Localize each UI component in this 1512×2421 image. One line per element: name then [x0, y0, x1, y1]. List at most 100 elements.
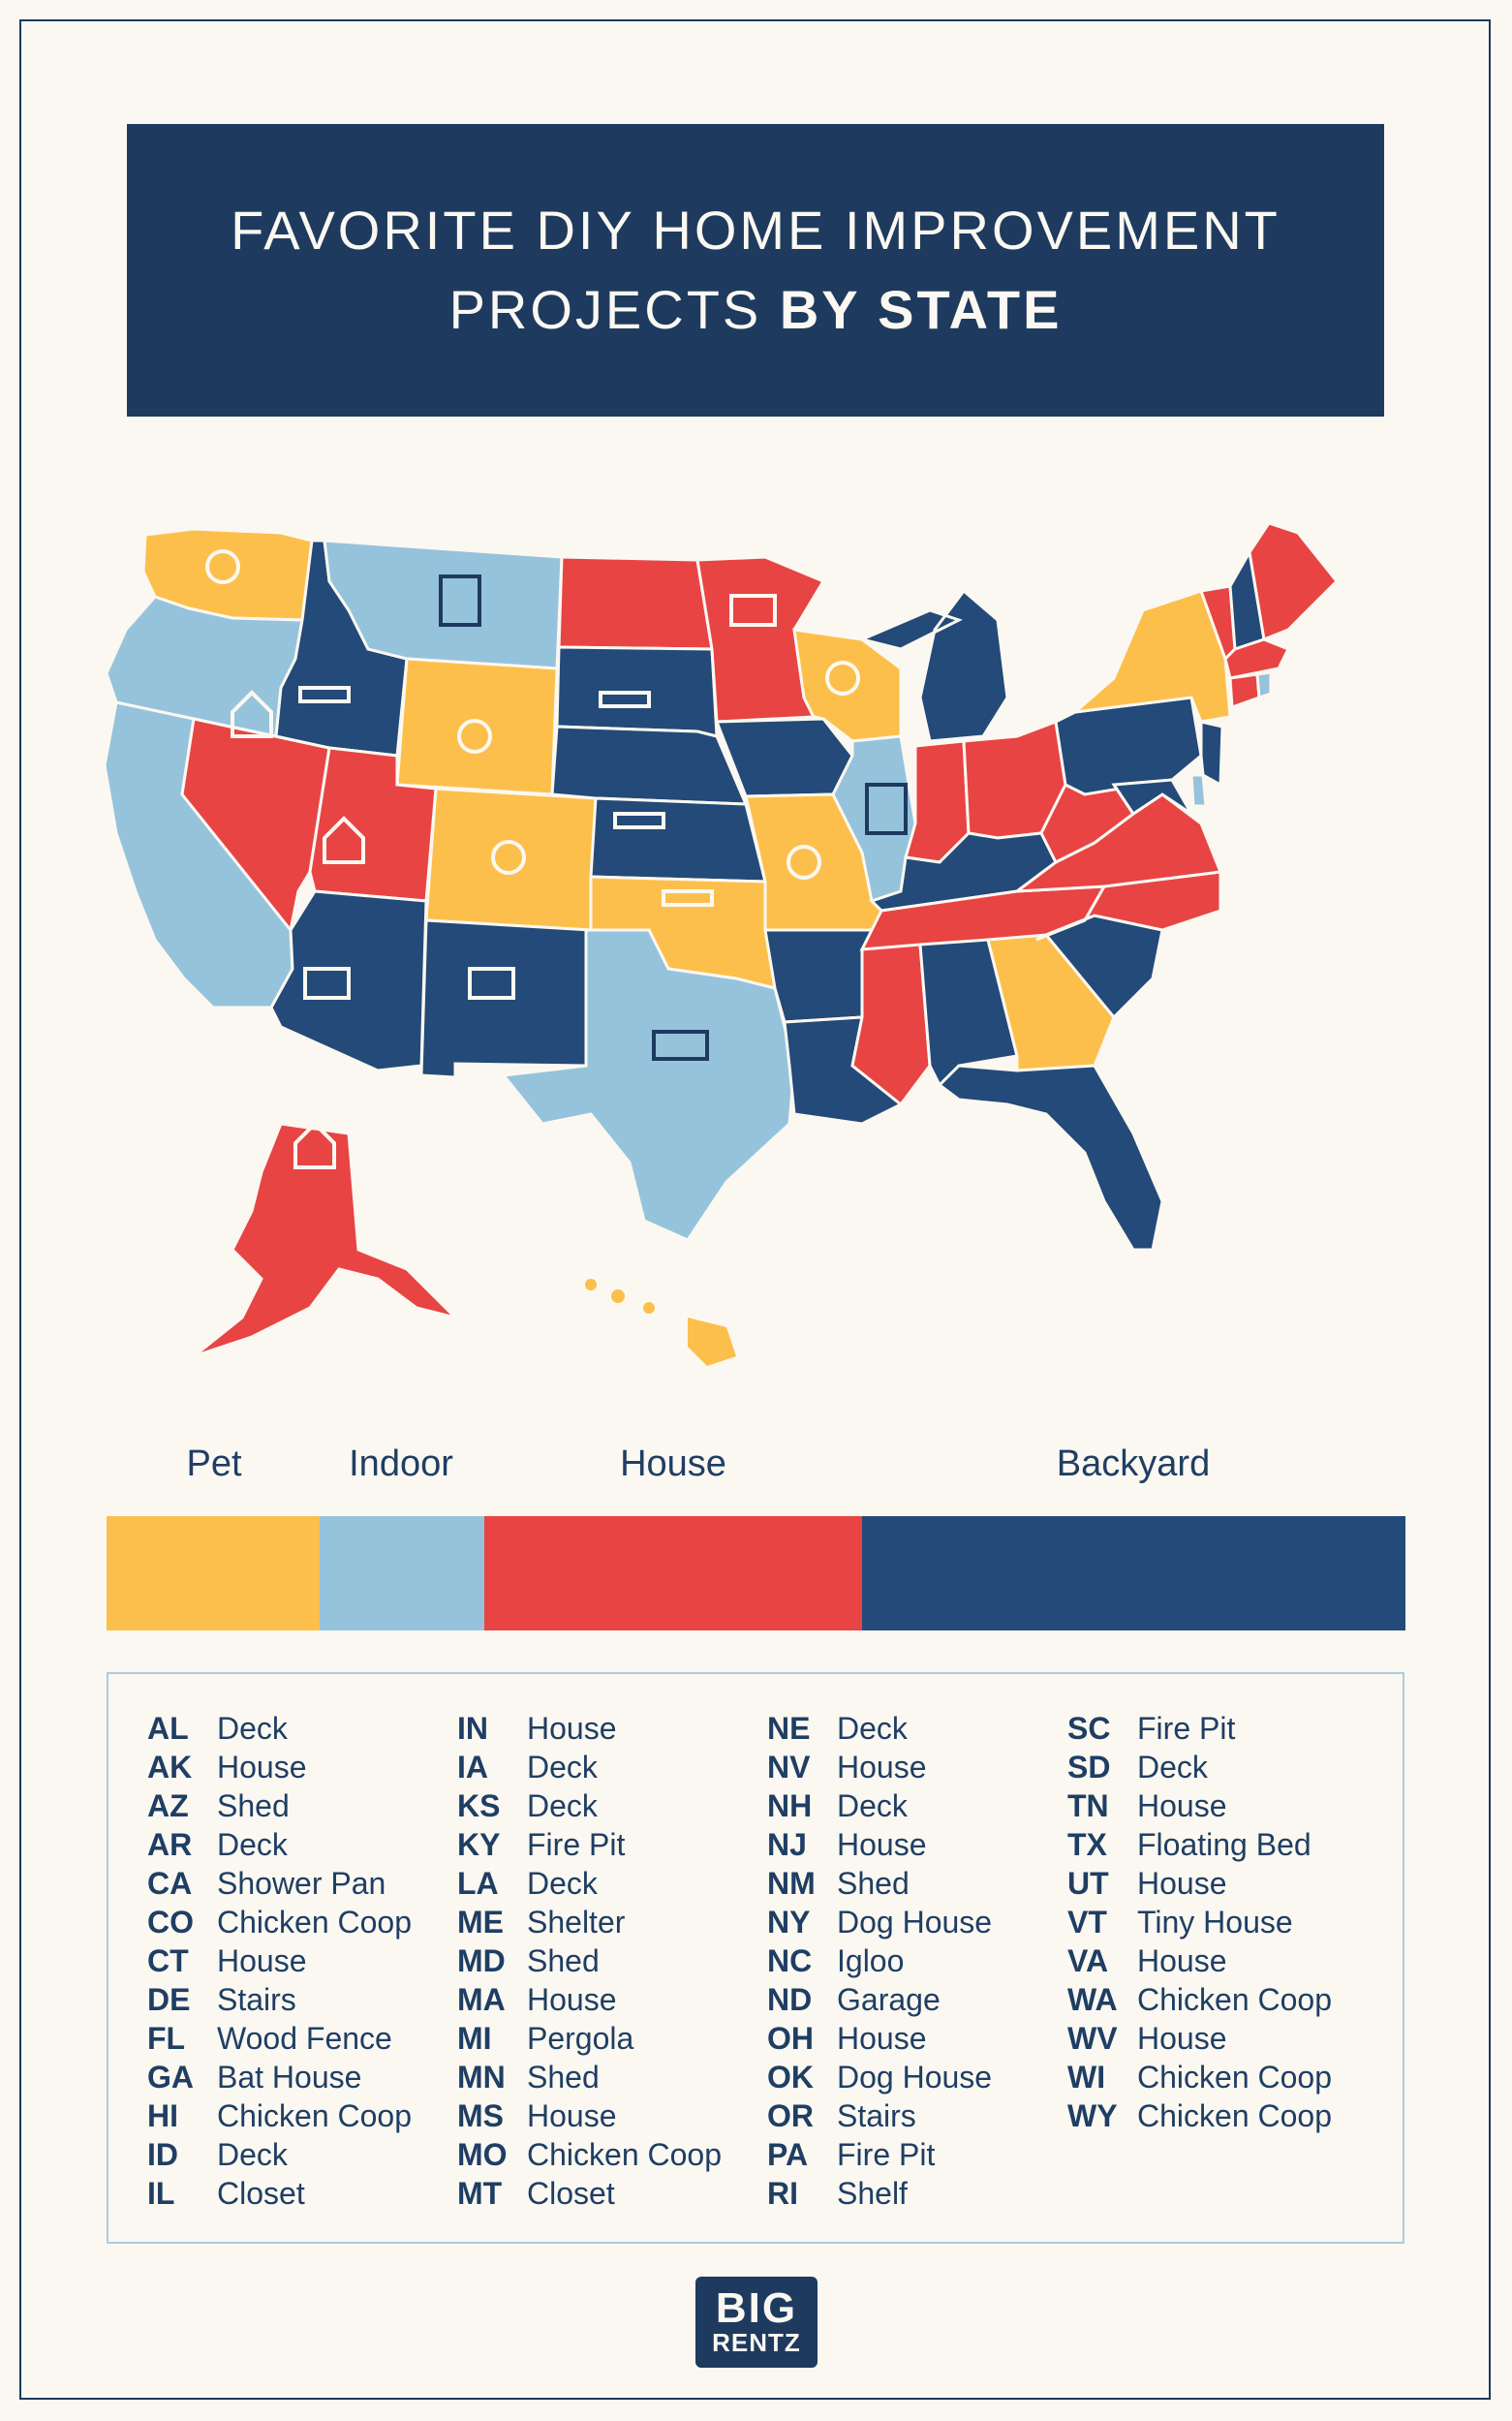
state-abbr: IN	[457, 1710, 488, 1746]
state-row: NY Dog House	[767, 1903, 992, 1941]
state-abbr: CA	[147, 1865, 193, 1901]
state-ri	[1255, 670, 1273, 700]
state-project: Dog House	[837, 1904, 993, 1940]
state-abbr: WI	[1067, 2059, 1106, 2095]
state-row: AZ Shed	[147, 1786, 412, 1825]
state-abbr: NC	[767, 1942, 813, 1978]
state-project: Deck	[1137, 1749, 1208, 1785]
state-project: House	[1137, 1787, 1227, 1823]
legend-labels: Pet Indoor House Backyard	[0, 1443, 1512, 1492]
state-abbr: TX	[1067, 1826, 1107, 1862]
state-project: Shelter	[527, 1904, 626, 1940]
state-row: NH Deck	[767, 1786, 992, 1825]
logo-line-1: BIG	[715, 2284, 798, 2332]
bed-icon	[652, 1030, 709, 1061]
state-abbr: VT	[1067, 1904, 1107, 1940]
state-project: House	[527, 2097, 617, 2133]
state-project: House	[837, 1826, 927, 1862]
state-row: CT House	[147, 1941, 412, 1980]
legend-label-house: House	[620, 1443, 726, 1484]
state-abbr: WA	[1067, 1981, 1118, 2017]
state-abbr: SD	[1067, 1749, 1111, 1785]
state-abbr: LA	[457, 1865, 499, 1901]
state-abbr: KY	[457, 1826, 501, 1862]
state-row: IL Closet	[147, 2174, 412, 2213]
state-abbr: OR	[767, 2097, 814, 2133]
state-project: Chicken Coop	[217, 2097, 412, 2133]
state-row: AL Deck	[147, 1709, 412, 1748]
state-ks	[589, 796, 767, 884]
state-row: MI Pergola	[457, 2019, 722, 2058]
deck-icon	[298, 686, 714, 907]
state-project: Fire Pit	[527, 1826, 626, 1862]
state-abbr: KS	[457, 1787, 501, 1823]
state-project: House	[527, 1710, 617, 1746]
state-abbr: MO	[457, 2136, 508, 2172]
state-project-table: AL Deck AK House AZ Shed AR Deck CA Shower Pan CO C…	[107, 1672, 1404, 2244]
state-project: Deck	[527, 1749, 598, 1785]
state-row: IA Deck	[457, 1748, 722, 1786]
state-row: WA Chicken Coop	[1067, 1980, 1332, 2019]
state-row: UT House	[1067, 1864, 1332, 1903]
state-abbr: GA	[147, 2059, 194, 2095]
bigrentz-logo: BIG RENTZ	[695, 2277, 818, 2368]
state-row: WV House	[1067, 2019, 1332, 2058]
state-row: SC Fire Pit	[1067, 1709, 1332, 1748]
state-abbr: MN	[457, 2059, 506, 2095]
state-row: ID Deck	[147, 2135, 412, 2174]
state-row: NC Igloo	[767, 1941, 992, 1980]
state-row: PA Fire Pit	[767, 2135, 992, 2174]
state-project: Chicken Coop	[1137, 2059, 1332, 2095]
state-row: MD Shed	[457, 1941, 722, 1980]
state-row: MT Closet	[457, 2174, 722, 2213]
state-row: OR Stairs	[767, 2096, 992, 2135]
state-abbr: NM	[767, 1865, 816, 1901]
title-banner: FAVORITE DIY HOME IMPROVEMENT PROJECTS B…	[127, 124, 1384, 417]
state-abbr: RI	[767, 2175, 798, 2211]
state-abbr: AL	[147, 1710, 189, 1746]
state-ar	[763, 928, 874, 1024]
state-abbr: NE	[767, 1710, 811, 1746]
state-row: AK House	[147, 1748, 412, 1786]
state-abbr: WY	[1067, 2097, 1118, 2133]
state-column-4: SC Fire Pit SD Deck TN House TX Floating Bed UT H…	[1067, 1709, 1332, 2135]
legend-segment-backyard	[862, 1516, 1405, 1630]
state-project: Deck	[217, 1710, 288, 1746]
state-abbr: ND	[767, 1981, 813, 2017]
state-project: Wood Fence	[217, 2020, 392, 2056]
state-row: NM Shed	[767, 1864, 992, 1903]
state-row: MO Chicken Coop	[457, 2135, 722, 2174]
state-ak	[193, 1122, 460, 1358]
state-column-3: NE Deck NV House NH Deck NJ House NM Shed NY Dog Ho…	[767, 1709, 992, 2213]
legend-label-pet: Pet	[186, 1443, 242, 1484]
state-row: RI Shelf	[767, 2174, 992, 2213]
state-row: VA House	[1067, 1941, 1332, 1980]
state-project: House	[1137, 1865, 1227, 1901]
state-row: HI Chicken Coop	[147, 2096, 412, 2135]
us-map-svg	[103, 521, 1340, 1366]
state-abbr: VA	[1067, 1942, 1109, 1978]
state-md	[1111, 778, 1193, 817]
state-row: MS House	[457, 2096, 722, 2135]
state-project: Shower Pan	[217, 1865, 386, 1901]
state-abbr: NH	[767, 1787, 813, 1823]
legend-segment-pet	[107, 1516, 320, 1630]
state-abbr: OH	[767, 2020, 814, 2056]
state-project: Shed	[217, 1787, 290, 1823]
legend-bar	[107, 1516, 1405, 1630]
state-abbr: CO	[147, 1904, 194, 1940]
state-row: MA House	[457, 1980, 722, 2019]
state-project: Chicken Coop	[1137, 1981, 1332, 2017]
state-project: Deck	[217, 2136, 288, 2172]
state-abbr: HI	[147, 2097, 178, 2133]
state-row: TX Floating Bed	[1067, 1825, 1332, 1864]
state-abbr: ID	[147, 2136, 178, 2172]
state-co	[424, 787, 598, 932]
state-row: NV House	[767, 1748, 992, 1786]
state-abbr: AZ	[147, 1787, 189, 1823]
state-abbr: MS	[457, 2097, 504, 2133]
state-project: Closet	[217, 2175, 305, 2211]
state-project: Stairs	[837, 2097, 916, 2133]
state-mi	[857, 588, 1009, 743]
state-project: House	[217, 1942, 307, 1978]
